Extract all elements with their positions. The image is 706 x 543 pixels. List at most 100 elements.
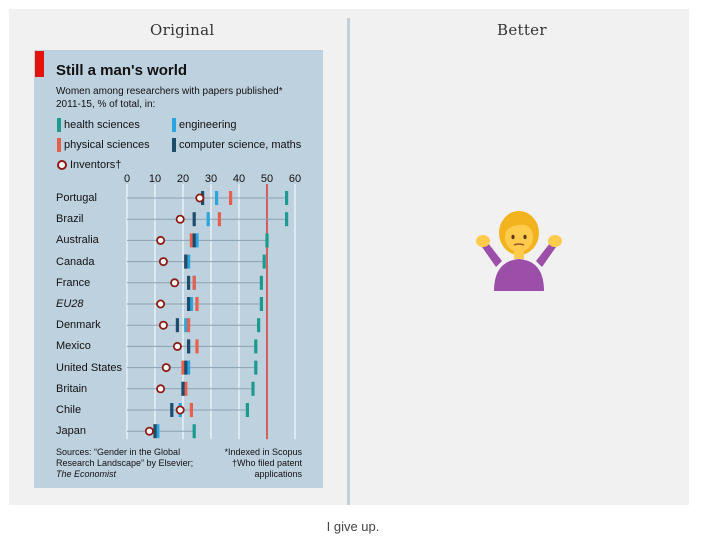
country-label: Denmark bbox=[56, 319, 101, 332]
x-tick-label-50: 50 bbox=[261, 173, 273, 185]
data-bar-engineering bbox=[195, 233, 199, 248]
data-point-inventors bbox=[156, 235, 166, 245]
country-label: Australia bbox=[56, 234, 99, 247]
data-point-inventors bbox=[170, 278, 180, 288]
data-point-inventors bbox=[172, 341, 182, 351]
source-line-1: Sources: “Gender in the Global bbox=[56, 447, 181, 457]
data-bar-physical bbox=[229, 191, 233, 205]
data-bar-health bbox=[265, 233, 269, 248]
data-point-inventors bbox=[156, 384, 166, 394]
data-bar-engineering bbox=[187, 360, 191, 375]
data-bar-health bbox=[245, 403, 249, 417]
data-point-inventors bbox=[175, 214, 185, 224]
data-bar-engineering bbox=[215, 191, 219, 205]
chart-source: Sources: “Gender in the Global Research … bbox=[56, 447, 193, 480]
legend-label-physical: physical sciences bbox=[64, 139, 150, 151]
data-bar-physical bbox=[184, 381, 188, 396]
country-label: United States bbox=[56, 361, 123, 374]
data-bar-health bbox=[285, 212, 289, 227]
data-bar-physical bbox=[187, 318, 191, 333]
data-bar-computer bbox=[170, 403, 174, 417]
legend-marker-inventors bbox=[57, 160, 67, 170]
column-divider bbox=[347, 18, 350, 505]
country-label: France bbox=[56, 276, 91, 289]
data-bar-health bbox=[251, 381, 255, 396]
chart-title: Still a man's world bbox=[56, 62, 188, 79]
data-bar-engineering bbox=[187, 254, 191, 269]
data-bar-physical bbox=[189, 403, 193, 417]
data-bar-physical bbox=[195, 297, 199, 311]
data-bar-health bbox=[254, 360, 258, 375]
original-column-title: Original bbox=[150, 21, 215, 39]
chart-subtitle: Women among researchers with papers publ… bbox=[56, 85, 316, 111]
country-label: Britain bbox=[56, 382, 88, 395]
legend-label-engineering: engineering bbox=[179, 119, 237, 131]
legend-label-health: health sciences bbox=[64, 119, 140, 131]
data-bar-health bbox=[259, 275, 263, 290]
country-label: Brazil bbox=[56, 213, 84, 226]
source-line-3: The Economist bbox=[56, 469, 117, 479]
country-label: Portugal bbox=[56, 192, 97, 204]
data-bar-engineering bbox=[184, 318, 188, 333]
data-bar-physical bbox=[181, 360, 185, 375]
x-tick-label-0: 0 bbox=[124, 173, 130, 185]
data-bar-physical bbox=[195, 339, 199, 354]
data-bar-computer bbox=[187, 275, 191, 290]
chart-card bbox=[34, 50, 323, 488]
country-label: Canada bbox=[56, 255, 95, 268]
subtitle-line-1: Women among researchers with papers publ… bbox=[56, 86, 283, 97]
country-label: Chile bbox=[56, 404, 82, 416]
data-point-inventors bbox=[158, 320, 168, 330]
data-bar-health bbox=[262, 254, 266, 269]
legend-swatch-physical bbox=[57, 138, 61, 152]
data-bar-physical bbox=[189, 233, 193, 248]
data-bar-computer bbox=[184, 254, 188, 269]
economist-red-tab bbox=[35, 51, 44, 77]
footnote-line-1: *Indexed in Scopus bbox=[224, 447, 302, 457]
data-bar-health bbox=[285, 191, 289, 205]
data-bar-engineering bbox=[206, 212, 210, 227]
data-bar-computer bbox=[187, 297, 191, 311]
footnote-line-2: †Who filed patent bbox=[231, 458, 302, 468]
x-tick-label-10: 10 bbox=[149, 173, 161, 185]
better-column-title: Better bbox=[497, 21, 547, 39]
x-tick-label-30: 30 bbox=[205, 173, 217, 185]
data-point-inventors bbox=[144, 426, 154, 436]
data-point-inventors bbox=[156, 299, 166, 309]
legend-swatch-engineering bbox=[172, 118, 176, 132]
data-bar-physical bbox=[217, 212, 221, 227]
data-point-inventors bbox=[195, 193, 205, 203]
data-point-inventors bbox=[175, 405, 185, 415]
person-shrugging-icon bbox=[476, 211, 562, 291]
data-bar-computer bbox=[175, 318, 179, 333]
subtitle-line-2: 2011-15, % of total, in: bbox=[56, 99, 156, 110]
data-bar-computer bbox=[192, 233, 196, 248]
x-tick-label-60: 60 bbox=[289, 173, 301, 185]
data-bar-computer bbox=[181, 381, 185, 396]
data-bar-health bbox=[259, 297, 263, 311]
data-bar-health bbox=[192, 424, 196, 439]
data-bar-computer bbox=[192, 212, 196, 227]
data-bar-health bbox=[257, 318, 261, 333]
legend-swatch-computer bbox=[172, 138, 176, 152]
footnote-line-3: applications bbox=[254, 469, 302, 479]
legend-label-inventors: Inventors† bbox=[70, 159, 122, 171]
data-bar-computer bbox=[184, 360, 188, 375]
data-bar-engineering bbox=[189, 297, 193, 311]
legend-swatch-health bbox=[57, 118, 61, 132]
data-bar-physical bbox=[192, 275, 196, 290]
data-bar-computer bbox=[187, 339, 191, 354]
x-tick-label-20: 20 bbox=[177, 173, 189, 185]
data-point-inventors bbox=[161, 363, 171, 373]
legend-label-computer: computer science, maths bbox=[179, 139, 302, 151]
x-tick-label-40: 40 bbox=[233, 173, 245, 185]
country-label: EU28 bbox=[56, 298, 84, 310]
data-bar-computer bbox=[153, 424, 157, 439]
chart-footnote: *Indexed in Scopus †Who filed patent app… bbox=[200, 447, 302, 480]
data-bar-engineering bbox=[156, 424, 160, 439]
caption: I give up. bbox=[326, 519, 380, 534]
country-label: Mexico bbox=[56, 340, 91, 353]
data-point-inventors bbox=[158, 257, 168, 267]
source-line-2: Research Landscape” by Elsevier; bbox=[56, 458, 194, 468]
